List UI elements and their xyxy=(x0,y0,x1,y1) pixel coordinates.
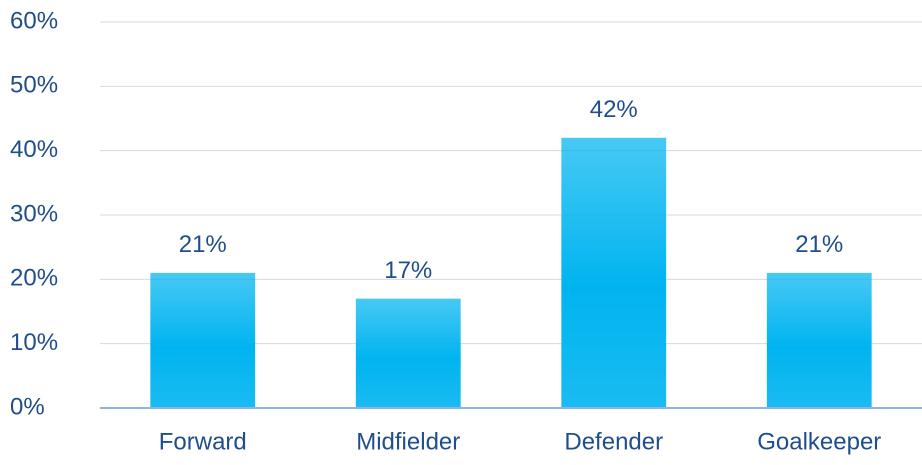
x-tick-label: Goalkeeper xyxy=(757,428,881,455)
value-label: 17% xyxy=(384,257,432,284)
x-tick-label: Midfielder xyxy=(356,428,460,455)
y-tick-label: 20% xyxy=(10,265,58,292)
bar xyxy=(766,272,872,408)
y-tick-label: 0% xyxy=(10,393,45,420)
value-label: 21% xyxy=(795,231,843,258)
bar xyxy=(355,298,461,408)
y-tick-label: 30% xyxy=(10,200,58,227)
y-tick-label: 60% xyxy=(10,7,58,34)
value-label: 42% xyxy=(590,96,638,123)
x-tick-label: Defender xyxy=(564,428,663,455)
bar xyxy=(150,272,256,408)
y-tick-label: 10% xyxy=(10,329,58,356)
y-tick-label: 50% xyxy=(10,72,58,99)
bar xyxy=(561,137,667,409)
y-tick-label: 40% xyxy=(10,136,58,163)
x-tick-label: Forward xyxy=(159,428,247,455)
value-label: 21% xyxy=(179,231,227,258)
